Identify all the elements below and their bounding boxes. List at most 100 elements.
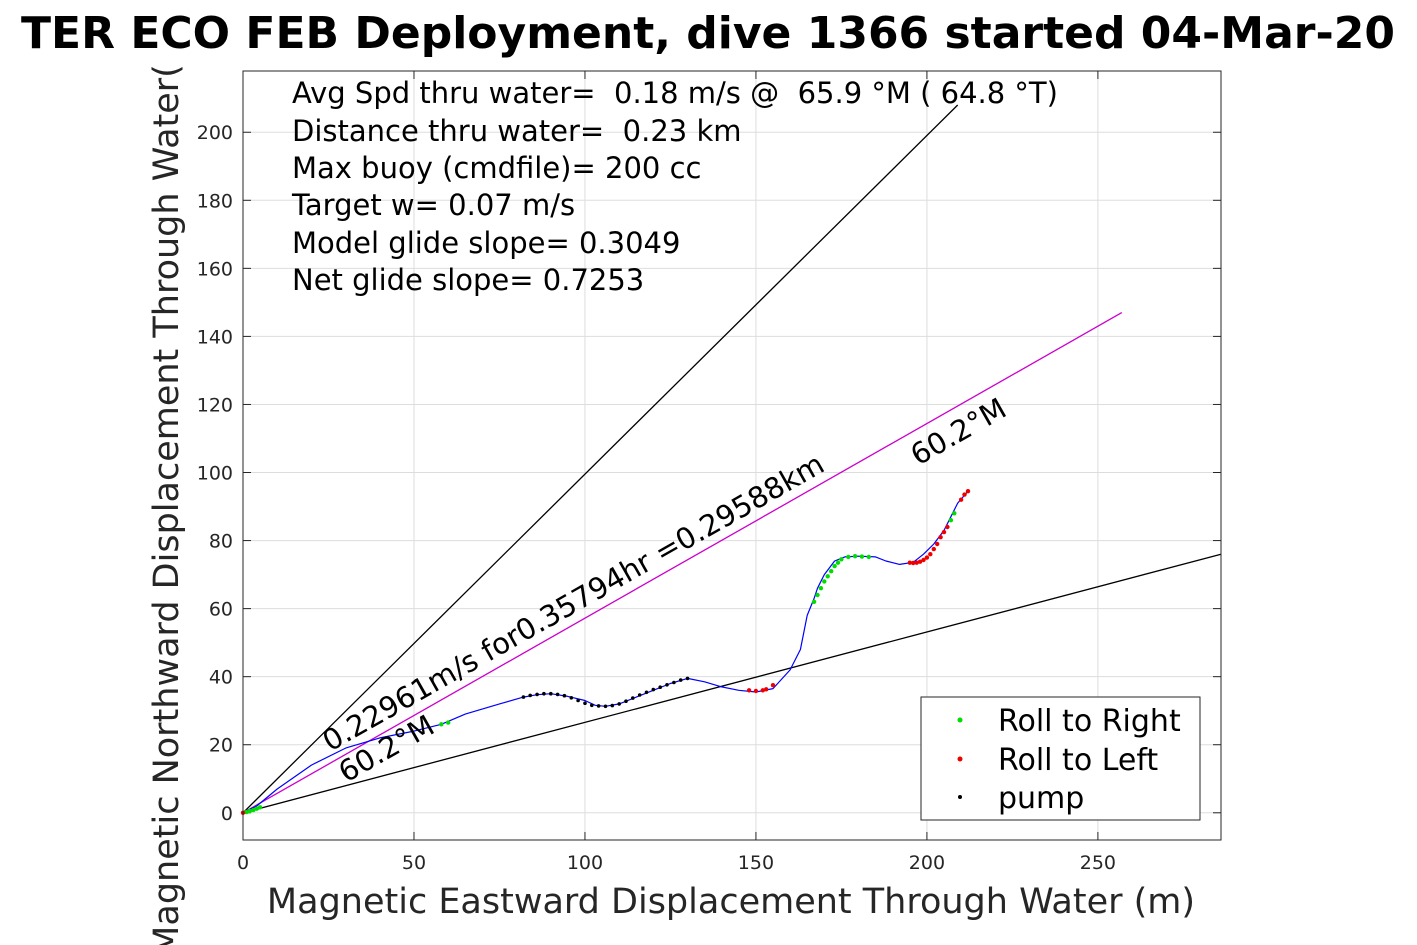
- point-pump: [624, 699, 628, 703]
- point-roll-to-right: [818, 586, 824, 591]
- point-roll-to-right: [859, 554, 865, 559]
- point-roll-to-left: [917, 559, 923, 564]
- y-tick-label: 40: [209, 667, 233, 689]
- x-axis-ticks: 0 50 100 150 200 250: [237, 71, 1116, 874]
- point-roll-to-right: [952, 511, 957, 516]
- point-roll-to-left: [770, 683, 776, 688]
- point-pump: [569, 696, 574, 700]
- point-pump: [644, 690, 649, 695]
- x-tick-label: 0: [237, 852, 249, 874]
- point-roll-to-right: [257, 805, 263, 810]
- point-roll-to-right: [822, 579, 827, 584]
- point-roll-to-right: [829, 569, 834, 574]
- point-roll-to-right: [852, 554, 858, 559]
- x-axis-label: Magnetic Eastward Displacement Through W…: [267, 882, 1195, 922]
- y-tick-label: 100: [197, 463, 233, 485]
- legend-marker-roll-left: [957, 756, 963, 762]
- point-pump: [521, 695, 526, 699]
- point-pump: [555, 692, 560, 697]
- point-roll-to-right: [446, 720, 451, 725]
- x-tick-label: 50: [402, 852, 426, 874]
- x-tick-label: 250: [1080, 852, 1116, 874]
- y-tick-label: 180: [197, 190, 233, 212]
- legend-label-roll-left: Roll to Left: [998, 743, 1158, 778]
- stats-block: Avg Spd thru water= 0.18 m/s @ 65.9 °M (…: [291, 76, 1058, 297]
- point-roll-to-left: [941, 529, 947, 535]
- point-pump: [549, 691, 553, 696]
- legend-marker-pump: [958, 795, 962, 799]
- reference-line: [242, 312, 1123, 814]
- point-roll-to-left: [945, 524, 950, 530]
- point-pump: [678, 678, 683, 682]
- y-tick-label: 80: [209, 531, 233, 553]
- point-roll-to-right: [846, 554, 851, 560]
- track-layer: [242, 490, 969, 814]
- legend-marker-roll-right: [957, 717, 963, 723]
- point-roll-to-left: [764, 687, 769, 692]
- x-tick-label: 200: [909, 852, 945, 874]
- point-pump: [596, 704, 601, 708]
- point-pump: [603, 704, 608, 709]
- y-tick-label: 0: [221, 803, 233, 825]
- legend-label-roll-right: Roll to Right: [998, 704, 1181, 739]
- y-tick-label: 140: [197, 326, 233, 348]
- point-roll-to-left: [931, 546, 936, 552]
- stat-model-glide: Model glide slope= 0.3049: [292, 226, 680, 260]
- legend: Roll to Right Roll to Left pump: [920, 696, 1201, 821]
- point-roll-to-left: [921, 557, 926, 563]
- point-roll-to-left: [907, 560, 912, 565]
- point-pump: [528, 693, 532, 698]
- x-tick-label: 100: [567, 852, 603, 874]
- point-roll-to-right: [247, 808, 252, 814]
- reference-lines: [242, 104, 1222, 814]
- point-pump: [651, 687, 656, 692]
- y-tick-label: 120: [197, 394, 233, 416]
- point-pump: [617, 702, 621, 706]
- legend-box: [920, 696, 1201, 821]
- point-roll-to-right: [811, 599, 817, 604]
- point-roll-to-right: [439, 722, 444, 727]
- stat-avg-speed: Avg Spd thru water= 0.18 m/s @ 65.9 °M (…: [292, 76, 1058, 110]
- point-roll-to-right: [251, 807, 256, 813]
- point-pump: [583, 701, 587, 705]
- legend-label-pump: pump: [998, 781, 1084, 816]
- point-pump: [665, 683, 669, 687]
- point-roll-to-right: [254, 806, 259, 811]
- point-pump: [685, 676, 690, 681]
- point-roll-to-left: [746, 688, 752, 693]
- point-roll-to-right: [835, 560, 841, 565]
- point-pump: [672, 680, 676, 685]
- x-tick-label: 150: [738, 852, 774, 874]
- point-pump: [590, 703, 594, 708]
- point-roll-to-left: [938, 535, 943, 540]
- point-roll-to-left: [928, 552, 933, 557]
- point-roll-to-right: [825, 574, 830, 579]
- point-pump: [631, 696, 635, 700]
- point-pump: [658, 685, 662, 689]
- chart-title: TER ECO FEB Deployment, dive 1366 starte…: [21, 8, 1395, 59]
- y-tick-label: 200: [197, 122, 233, 144]
- point-roll-to-right: [815, 592, 820, 598]
- y-axis-label: Magnetic Northward Displacement Through …: [147, 64, 187, 945]
- point-pump: [610, 703, 615, 708]
- point-pump: [562, 693, 567, 698]
- point-roll-to-left: [753, 688, 759, 694]
- point-roll-to-right: [839, 557, 844, 562]
- y-axis-ticks: 0 20 40 60 80 100 120 140 160 180 200: [197, 122, 1221, 825]
- point-pump: [535, 692, 539, 697]
- point-roll-to-left: [962, 492, 967, 497]
- stat-net-glide: Net glide slope= 0.7253: [292, 263, 644, 297]
- y-tick-label: 160: [197, 258, 233, 280]
- point-roll-to-left: [760, 688, 765, 693]
- marker-layer: [240, 489, 971, 815]
- point-roll-to-right: [832, 563, 837, 569]
- plot-border: [242, 70, 1222, 841]
- point-pump: [542, 691, 546, 696]
- track-line: [242, 490, 969, 814]
- point-roll-to-right: [948, 518, 954, 523]
- point-roll-to-left: [914, 560, 919, 565]
- stat-target-w: Target w= 0.07 m/s: [291, 188, 575, 222]
- reference-line: [242, 104, 959, 814]
- point-roll-to-left: [935, 541, 940, 547]
